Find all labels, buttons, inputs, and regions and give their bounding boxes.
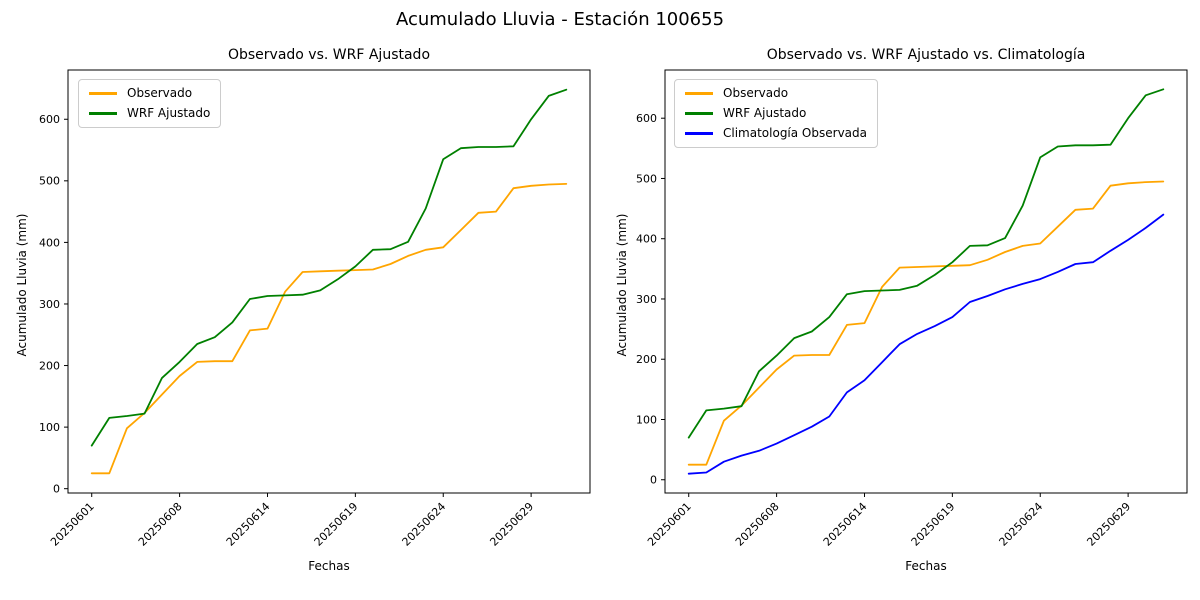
x-tick-label: 20250624 bbox=[400, 500, 449, 549]
legend-swatch-climatologia bbox=[685, 132, 713, 135]
axes-frame bbox=[664, 69, 1188, 494]
axes-frame bbox=[67, 69, 591, 494]
x-tick-label: 20250608 bbox=[733, 500, 782, 549]
legend-label-observado: Observado bbox=[723, 86, 789, 100]
figure-suptitle: Acumulado Lluvia - Estación 100655 bbox=[395, 9, 725, 30]
subplot-right-title: Observado vs. WRF Ajustado vs. Climatolo… bbox=[766, 47, 1086, 63]
x-tick-label: 20250614 bbox=[821, 500, 870, 549]
subplot-left-title: Observado vs. WRF Ajustado bbox=[227, 47, 431, 63]
x-axis-label: Fechas bbox=[308, 559, 350, 573]
legend-swatch-wrf-ajustado bbox=[89, 112, 117, 115]
y-tick-label: 0 bbox=[650, 474, 657, 487]
series-line-observado bbox=[687, 180, 1165, 466]
x-tick-label: 20250614 bbox=[224, 500, 273, 549]
x-axis-label: Fechas bbox=[905, 559, 947, 573]
y-tick-label: 100 bbox=[636, 413, 657, 426]
y-tick-label: 300 bbox=[636, 293, 657, 306]
y-tick-label: 500 bbox=[39, 175, 60, 188]
legend-item-wrf-ajustado: WRF Ajustado bbox=[89, 106, 210, 121]
series-line-wrf-ajustado bbox=[687, 88, 1165, 439]
series-line-observado bbox=[90, 182, 568, 475]
x-tick-label: 20250601 bbox=[645, 500, 694, 549]
y-tick-label: 100 bbox=[39, 421, 60, 434]
y-tick-label: 400 bbox=[39, 236, 60, 249]
x-tick-label: 20250601 bbox=[48, 500, 97, 549]
plot-area-left: 0 100 200 300 400 500 600 20250601 20250608 20250… bbox=[39, 69, 591, 549]
subplot-left: Observado vs. WRF Ajustado Acumulado Llu… bbox=[15, 47, 591, 573]
legend-swatch-observado bbox=[89, 92, 117, 95]
series-line-wrf-ajustado bbox=[90, 88, 568, 447]
legend-item-observado: Observado bbox=[89, 86, 210, 101]
y-tick-label: 600 bbox=[39, 113, 60, 126]
legend-swatch-wrf-ajustado bbox=[685, 112, 713, 115]
x-tick-label: 20250629 bbox=[487, 500, 536, 549]
plot-area-right: 0 100 200 300 400 500 600 20250601 20250608 20250… bbox=[636, 69, 1188, 549]
legend-item-observado: Observado bbox=[685, 86, 867, 101]
legend-label-wrf-ajustado: WRF Ajustado bbox=[127, 106, 211, 120]
y-tick-label: 500 bbox=[636, 172, 657, 185]
legend-item-wrf-ajustado: WRF Ajustado bbox=[685, 106, 867, 121]
legend: Observado WRF Ajustado Climatología Obse… bbox=[674, 79, 878, 148]
legend-item-climatologia: Climatología Observada bbox=[685, 126, 867, 141]
y-tick-label: 0 bbox=[53, 483, 60, 496]
y-tick-label: 300 bbox=[39, 298, 60, 311]
legend: Observado WRF Ajustado bbox=[78, 79, 222, 128]
series-line-climatolog-a-observada bbox=[687, 213, 1165, 475]
x-tick-label: 20250619 bbox=[909, 500, 958, 549]
x-tick-label: 20250608 bbox=[136, 500, 185, 549]
y-tick-label: 600 bbox=[636, 112, 657, 125]
y-tick-label: 200 bbox=[636, 353, 657, 366]
legend-label-observado: Observado bbox=[127, 86, 193, 100]
legend-swatch-observado bbox=[685, 92, 713, 95]
y-tick-label: 200 bbox=[39, 359, 60, 372]
x-tick-label: 20250629 bbox=[1084, 500, 1133, 549]
x-tick-label: 20250624 bbox=[997, 500, 1046, 549]
x-tick-label: 20250619 bbox=[312, 500, 361, 549]
legend-label-climatologia: Climatología Observada bbox=[723, 126, 867, 140]
subplot-right: Observado vs. WRF Ajustado vs. Climatolo… bbox=[600, 0, 1200, 600]
y-tick-label: 400 bbox=[636, 233, 657, 246]
legend-label-wrf-ajustado: WRF Ajustado bbox=[723, 106, 807, 120]
